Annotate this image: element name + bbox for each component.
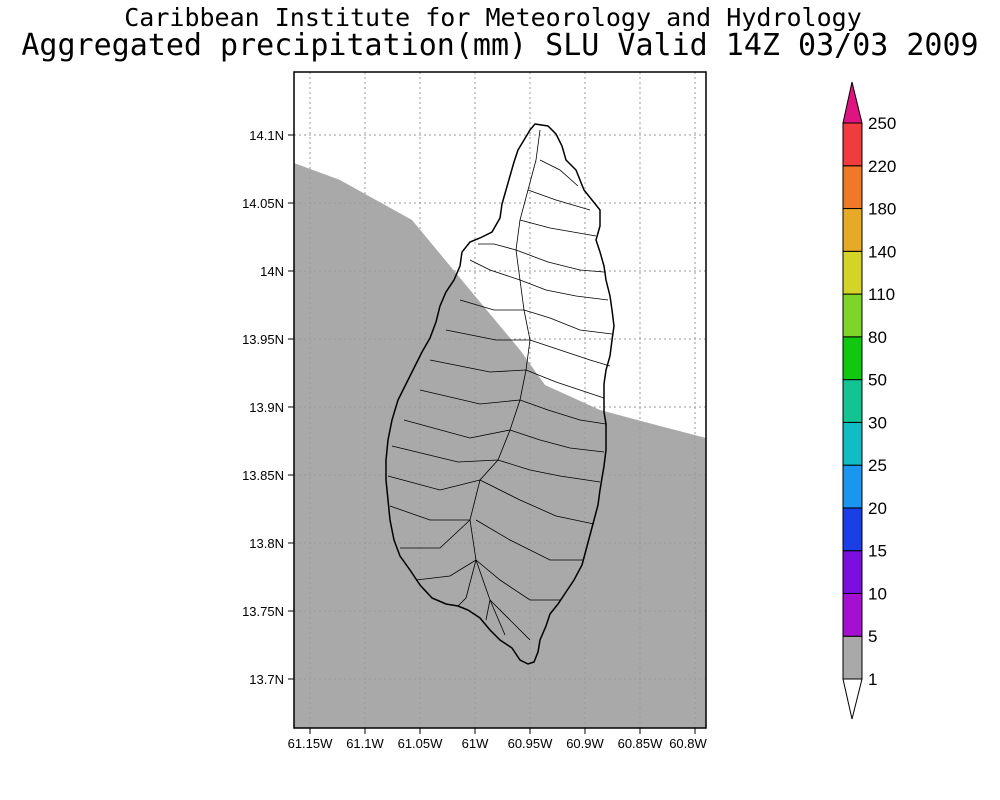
colorbar-level-label: 1 bbox=[868, 670, 877, 689]
colorbar-swatch bbox=[843, 337, 862, 380]
colorbar-level-label: 20 bbox=[868, 499, 887, 518]
lat-tick-label: 13.8N bbox=[249, 536, 284, 551]
colorbar-level-label: 80 bbox=[868, 328, 887, 347]
lat-tick-label: 14N bbox=[260, 264, 284, 279]
lat-tick-label: 13.85N bbox=[242, 468, 284, 483]
colorbar-swatch bbox=[843, 422, 862, 465]
precip-shaded-region bbox=[294, 163, 706, 728]
lon-tick-label: 61.15W bbox=[288, 736, 334, 751]
colorbar-swatch bbox=[843, 508, 862, 551]
colorbar-swatch bbox=[843, 551, 862, 594]
colorbar-level-label: 250 bbox=[868, 114, 896, 133]
colorbar-swatch bbox=[843, 636, 862, 679]
colorbar-level-label: 180 bbox=[868, 200, 896, 219]
colorbar-level-label: 50 bbox=[868, 371, 887, 390]
lat-axis: 14.1N 14.05N 14N 13.95N 13.9N 13.85N 13.… bbox=[242, 128, 294, 687]
lon-tick-label: 61W bbox=[462, 736, 489, 751]
lon-tick-label: 60.85W bbox=[618, 736, 664, 751]
colorbar-swatch bbox=[843, 294, 862, 337]
colorbar-bottom-arrow bbox=[843, 679, 862, 719]
colorbar-swatch bbox=[843, 465, 862, 508]
colorbar-level-label: 5 bbox=[868, 627, 877, 646]
colorbar-level-label: 220 bbox=[868, 157, 896, 176]
lon-tick-label: 60.9W bbox=[566, 736, 604, 751]
lat-tick-label: 13.9N bbox=[249, 400, 284, 415]
colorbar-swatch bbox=[843, 166, 862, 209]
lon-tick-label: 60.95W bbox=[508, 736, 554, 751]
colorbar-level-label: 30 bbox=[868, 413, 887, 432]
lat-tick-label: 14.05N bbox=[242, 196, 284, 211]
lon-tick-label: 60.8W bbox=[669, 736, 707, 751]
colorbar-swatch bbox=[843, 251, 862, 294]
colorbar-top-arrow bbox=[843, 82, 862, 123]
lon-axis: 61.15W 61.1W 61.05W 61W 60.95W 60.9W 60.… bbox=[288, 728, 708, 751]
map-panel bbox=[294, 72, 706, 728]
colorbar-level-label: 25 bbox=[868, 456, 887, 475]
colorbar-swatch bbox=[843, 209, 862, 252]
lat-tick-label: 14.1N bbox=[249, 128, 284, 143]
colorbar-swatch bbox=[843, 123, 862, 166]
colorbar-level-label: 110 bbox=[868, 285, 895, 304]
lat-tick-label: 13.7N bbox=[249, 672, 284, 687]
lat-tick-label: 13.75N bbox=[242, 604, 284, 619]
colorbar-level-label: 140 bbox=[868, 242, 896, 261]
colorbar-level-label: 15 bbox=[868, 542, 887, 561]
lat-tick-label: 13.95N bbox=[242, 332, 284, 347]
lon-tick-label: 61.05W bbox=[398, 736, 444, 751]
lon-tick-label: 61.1W bbox=[346, 736, 384, 751]
colorbar-swatch bbox=[843, 593, 862, 636]
colorbar-swatch bbox=[843, 380, 862, 423]
colorbar-level-label: 10 bbox=[868, 584, 887, 603]
